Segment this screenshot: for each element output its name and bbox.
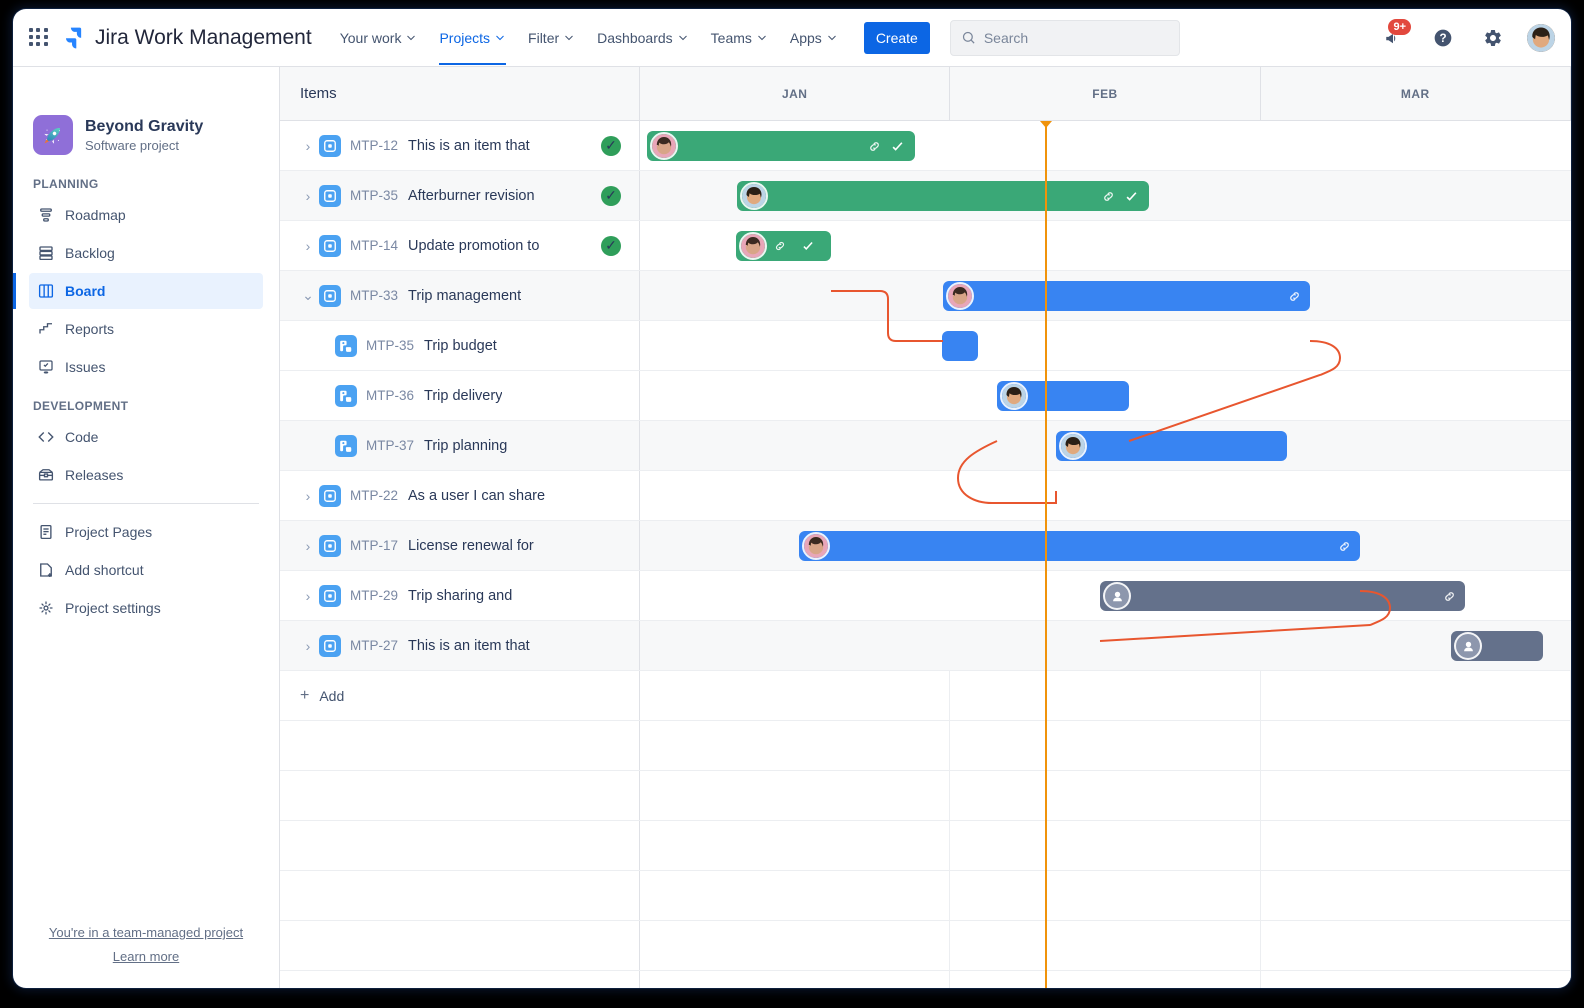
- svg-text:?: ?: [1439, 32, 1446, 45]
